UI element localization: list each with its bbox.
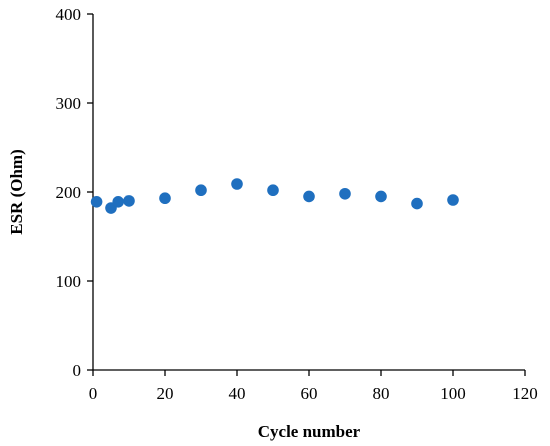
- y-axis-ticks: 0 100 200 300 400: [56, 5, 93, 380]
- y-axis-title: ESR (Ohm): [7, 149, 26, 234]
- data-point: [375, 190, 387, 203]
- x-tick-label: 100: [440, 384, 466, 403]
- y-tick-label: 300: [56, 94, 82, 113]
- data-point: [231, 178, 243, 190]
- x-axis-title: Cycle number: [258, 422, 361, 441]
- data-point: [90, 195, 103, 208]
- x-axis-ticks: 0 20 40 60 80 100 120: [89, 370, 538, 403]
- data-point: [303, 190, 315, 203]
- data-point: [267, 184, 279, 197]
- data-point: [159, 192, 171, 205]
- x-tick-label: 20: [157, 384, 174, 403]
- y-tick-label: 400: [56, 5, 82, 24]
- data-point: [123, 195, 135, 207]
- data-point: [447, 194, 459, 206]
- x-tick-label: 120: [512, 384, 538, 403]
- data-point: [112, 195, 124, 208]
- y-tick-label: 100: [56, 272, 82, 291]
- y-tick-label: 0: [73, 361, 82, 380]
- x-tick-label: 40: [229, 384, 246, 403]
- data-point: [339, 187, 351, 200]
- x-tick-label: 80: [373, 384, 390, 403]
- y-tick-label: 200: [56, 183, 82, 202]
- x-tick-label: 0: [89, 384, 98, 403]
- x-tick-label: 60: [301, 384, 318, 403]
- data-points: [90, 178, 459, 214]
- data-point: [195, 184, 207, 197]
- data-point: [411, 197, 423, 210]
